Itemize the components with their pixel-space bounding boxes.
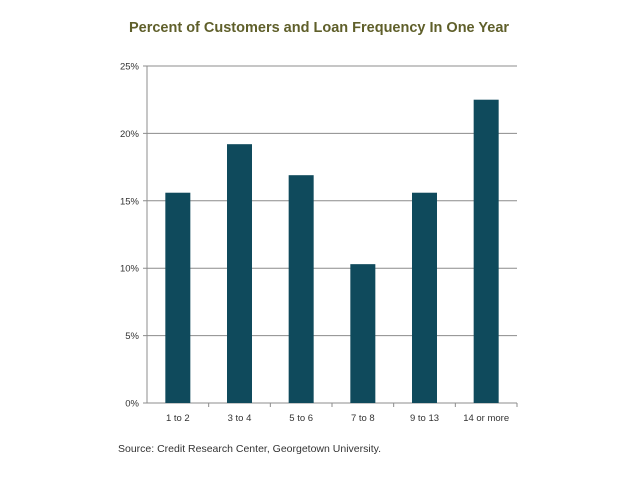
bar-6 <box>473 99 499 403</box>
source-note: Source: Credit Research Center, Georgeto… <box>118 443 382 455</box>
x-tick-label: 3 to 4 <box>228 413 252 424</box>
bar-3 <box>288 175 314 403</box>
x-tick-label: 9 to 13 <box>410 413 439 424</box>
bar-5 <box>412 192 437 403</box>
y-tick-label: 25% <box>120 62 140 73</box>
bar-1 <box>165 192 191 403</box>
x-tick-label: 5 to 6 <box>289 413 313 424</box>
x-tick-label: 14 or more <box>463 413 509 424</box>
y-tick-label: 0% <box>125 399 139 410</box>
y-tick-label: 20% <box>120 129 140 140</box>
chart-title: Percent of Customers and Loan Frequency … <box>128 20 510 36</box>
y-tick-label: 10% <box>120 264 140 275</box>
y-tick-label: 5% <box>125 331 139 342</box>
x-tick-label: 1 to 2 <box>166 413 190 424</box>
bar-4 <box>350 264 376 403</box>
bar-2 <box>227 144 252 403</box>
y-tick-label: 15% <box>120 196 140 207</box>
x-tick-label: 7 to 8 <box>351 413 375 424</box>
